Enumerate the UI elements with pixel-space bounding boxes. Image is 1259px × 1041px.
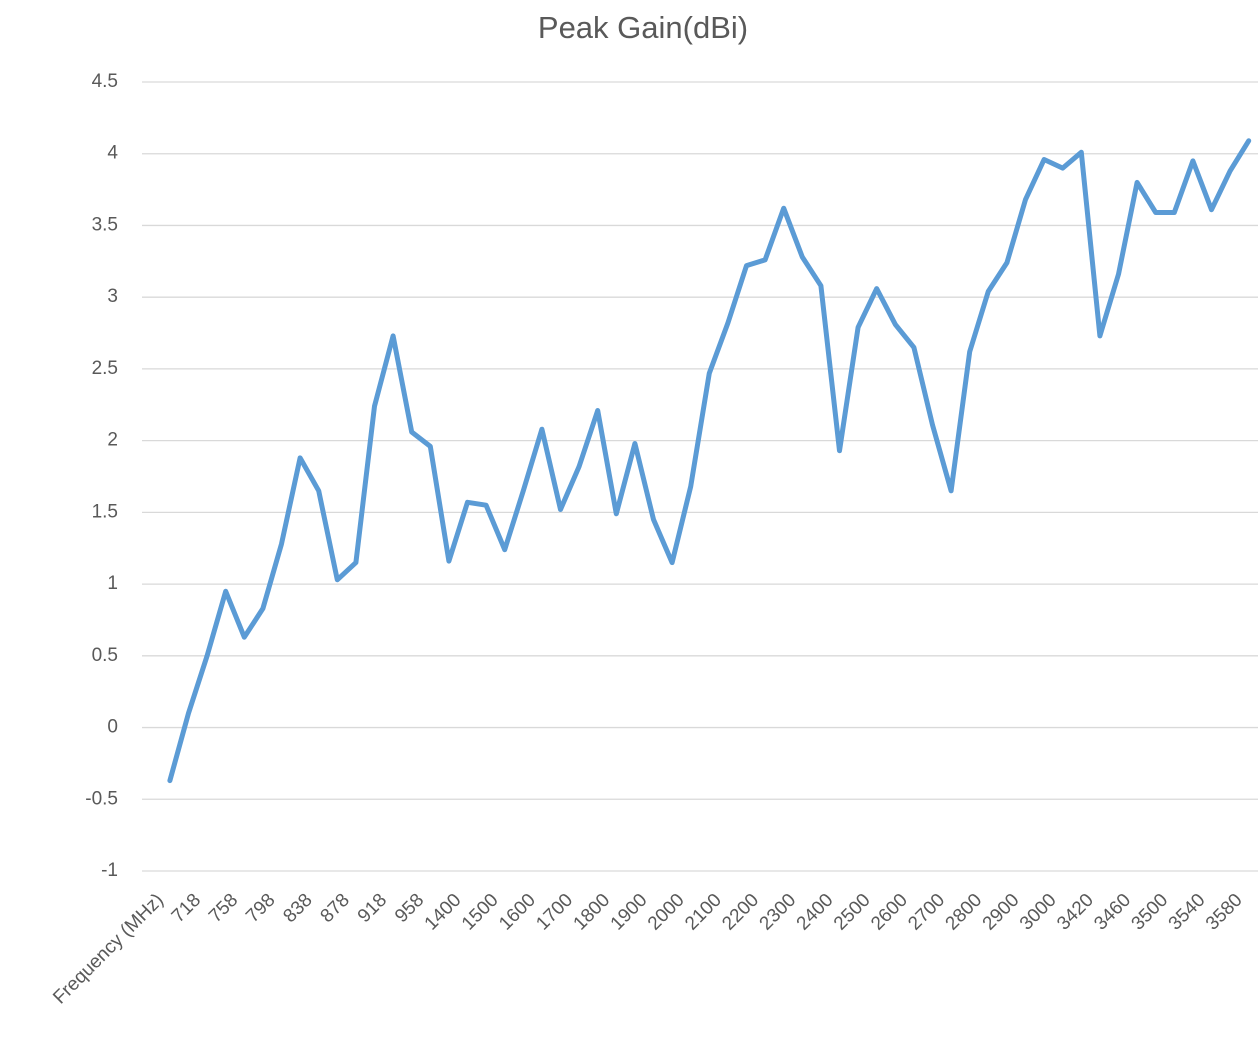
x-tick-label: 3500	[1128, 890, 1173, 935]
y-tick-label: -0.5	[85, 788, 118, 809]
x-tick-label: 3000	[1016, 890, 1061, 935]
chart-title: Peak Gain(dBi)	[538, 10, 748, 45]
x-tick-label: 3580	[1202, 890, 1247, 935]
line	[167, 138, 1252, 784]
y-tick-label: 0.5	[92, 645, 118, 666]
x-tick-label: 1600	[495, 890, 540, 935]
x-tick-label: 798	[242, 890, 279, 927]
x-tick-label: Frequency (MHz)	[49, 890, 168, 1009]
x-tick-label: 2400	[793, 890, 838, 935]
y-tick-label: 2.5	[92, 358, 118, 379]
x-tick-label: 1900	[607, 890, 652, 935]
x-tick-label: 3420	[1053, 890, 1098, 935]
x-tick-label: 878	[317, 890, 354, 927]
x-tick-label: 2000	[644, 890, 689, 935]
x-tick-label: 1500	[458, 890, 503, 935]
y-tick-label: 1.5	[92, 501, 118, 522]
x-tick-label: 3540	[1165, 890, 1210, 935]
x-tick-label: 2900	[979, 890, 1024, 935]
x-tick-label: 918	[354, 890, 391, 927]
x-tick-label: 758	[205, 890, 242, 927]
x-tick-label: 2100	[681, 890, 726, 935]
y-tick-label: 2	[107, 430, 118, 451]
x-tick-label: 2600	[867, 890, 912, 935]
x-tick-label: 2200	[718, 890, 763, 935]
y-tick-label: 4.5	[92, 71, 118, 92]
x-tick-label: 2500	[830, 890, 875, 935]
x-tick-label: 2300	[756, 890, 801, 935]
y-tick-label: 3	[107, 286, 118, 307]
y-tick-label: 0	[107, 717, 118, 738]
y-tick-label: -1	[101, 860, 118, 881]
x-tick-label: 1800	[570, 890, 615, 935]
y-tick-label: 4	[107, 143, 118, 164]
x-tick-label: 838	[279, 890, 316, 927]
x-tick-label: 718	[168, 890, 205, 927]
x-tick-label: 2800	[942, 890, 987, 935]
y-tick-label: 3.5	[92, 214, 118, 235]
x-tick-label: 1700	[532, 890, 577, 935]
x-tick-label: 2700	[904, 890, 949, 935]
x-tick-label: 1400	[421, 890, 466, 935]
y-tick-label: 1	[107, 573, 118, 594]
x-tick-label: 3460	[1090, 890, 1135, 935]
